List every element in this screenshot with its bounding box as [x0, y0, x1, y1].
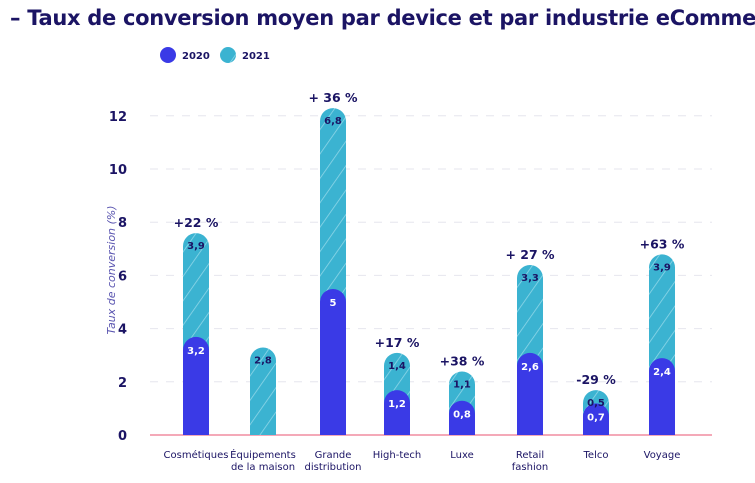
growth-annotation: -29 % — [576, 372, 616, 387]
bar-2020 — [649, 358, 675, 435]
bar-2020 — [320, 289, 346, 435]
y-axis-label: Taux de conversion (%) — [105, 205, 118, 334]
data-label-2021: 1,1 — [453, 379, 471, 390]
legend-marker-2021 — [220, 47, 236, 63]
data-label-2021: 2,8 — [254, 356, 272, 367]
data-label-2021: 3,9 — [653, 262, 671, 273]
x-tick-label: High-tech — [373, 450, 422, 461]
x-tick-label: Retail — [516, 450, 544, 461]
growth-annotation: + 27 % — [505, 247, 555, 262]
bar-2021 — [250, 347, 276, 435]
growth-annotation: +38 % — [440, 353, 485, 368]
x-tick-label: Telco — [583, 450, 609, 461]
data-label-2021: 1,4 — [388, 361, 406, 372]
bar-2020 — [583, 403, 609, 435]
x-tick-label: Luxe — [450, 450, 474, 461]
x-tick-label: fashion — [512, 462, 548, 473]
x-tick-label: de la maison — [231, 462, 295, 473]
y-tick-label: 6 — [118, 269, 127, 284]
y-tick-label: 10 — [109, 163, 127, 178]
data-label-2020: 1,2 — [388, 399, 406, 410]
x-tick-label: Cosmétiques — [164, 449, 229, 461]
y-tick-label: 12 — [109, 110, 127, 125]
bar-2020 — [384, 390, 410, 435]
data-label-2020: 0,7 — [587, 412, 605, 423]
growth-annotation: +17 % — [375, 335, 420, 350]
bar-2020 — [183, 336, 209, 435]
x-tick-label: distribution — [305, 462, 362, 473]
bar-2020 — [517, 352, 543, 435]
data-label-2021: 3,3 — [521, 273, 539, 284]
x-tick-label: Équipements — [230, 448, 296, 461]
y-tick-label: 8 — [118, 216, 127, 231]
growth-annotation: + 36 % — [308, 90, 358, 105]
data-label-2020: 2,6 — [521, 362, 539, 373]
legend-label-2020: 2020 — [182, 51, 210, 62]
data-label-2021: 3,9 — [187, 241, 205, 252]
growth-annotation: +22 % — [174, 215, 219, 230]
data-label-2021: 6,8 — [324, 116, 342, 127]
data-label-2020: 2,4 — [653, 367, 671, 378]
legend-label-2021: 2021 — [242, 51, 270, 62]
y-tick-label: 2 — [118, 376, 127, 391]
y-tick-label: 0 — [118, 429, 127, 444]
y-tick-label: 4 — [118, 323, 127, 338]
growth-annotation: +63 % — [640, 236, 685, 251]
data-label-2020: 5 — [330, 298, 337, 309]
legend-marker-2020 — [160, 47, 176, 63]
data-label-2021: 0,5 — [587, 398, 605, 409]
data-label-2020: 0,8 — [453, 410, 471, 421]
bar-2020 — [449, 400, 475, 435]
x-tick-label: Grande — [315, 450, 352, 461]
data-label-2020: 3,2 — [187, 346, 205, 357]
chart-title: – Taux de conversion moyen par device et… — [10, 6, 755, 30]
x-tick-label: Voyage — [644, 450, 681, 461]
